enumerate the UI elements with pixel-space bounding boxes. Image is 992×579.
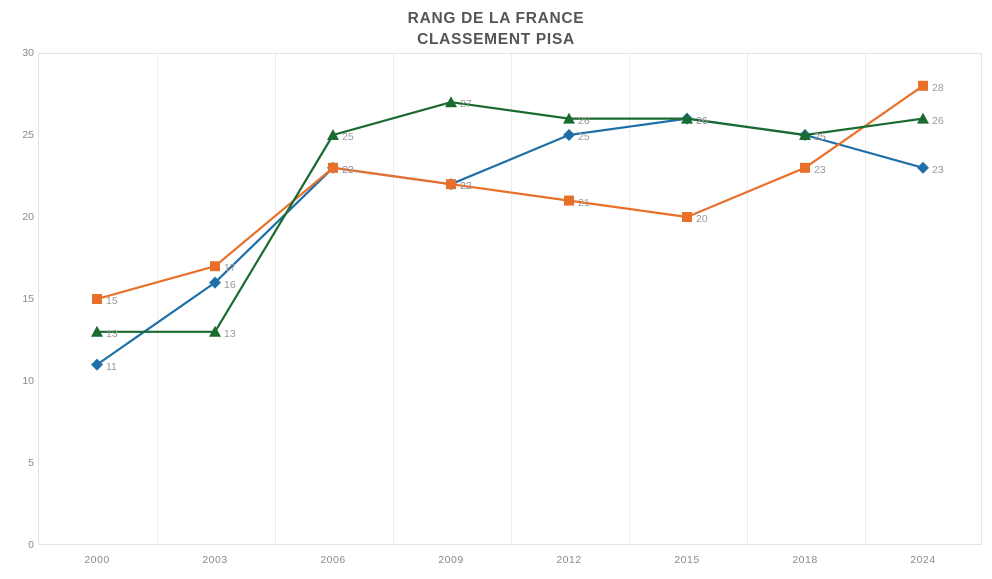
gridline-vertical — [157, 54, 158, 544]
data-point-label: 26 — [932, 114, 944, 127]
data-point-label: 23 — [814, 163, 826, 176]
y-axis-ticks: 0 5 10 15 20 25 30 — [0, 47, 34, 551]
data-point-label: 20 — [696, 213, 708, 225]
data-point-label: 13 — [106, 327, 118, 340]
gridline-vertical — [865, 54, 866, 544]
x-axis-tick-label: 2018 — [792, 554, 818, 566]
y-axis-tick-label: 0 — [28, 539, 34, 551]
x-axis-tick-label: 2009 — [438, 554, 464, 566]
gridline-vertical — [747, 54, 748, 544]
data-point-label: 25 — [814, 131, 826, 143]
gridline-vertical — [275, 54, 276, 544]
gridline-vertical — [629, 54, 630, 544]
y-axis-tick-label: 25 — [22, 129, 34, 141]
data-point-label: 25 — [342, 131, 354, 143]
page-title: RANG DE LA FRANCE — [407, 10, 585, 27]
data-point-label: 11 — [106, 360, 117, 373]
y-axis-tick-label: 15 — [22, 293, 34, 305]
chart-subtitle: CLASSEMENT PISA — [417, 31, 575, 48]
x-axis-tick-label: 2003 — [202, 554, 228, 566]
gridline-vertical — [511, 54, 512, 544]
data-point-label: 23 — [932, 163, 944, 176]
plot-area — [38, 53, 982, 545]
data-point-label: 27 — [460, 98, 472, 111]
gridline-vertical — [393, 54, 394, 544]
y-axis-tick-label: 5 — [28, 457, 34, 469]
data-point-label: 25 — [814, 131, 826, 143]
x-axis-tick-label: 2000 — [84, 554, 110, 566]
x-axis-tick-label: 2012 — [556, 554, 582, 566]
x-axis-tick-label: 2024 — [910, 554, 936, 566]
y-axis-tick-label: 10 — [22, 375, 34, 387]
data-point-label: 25 — [578, 131, 590, 143]
data-point-label: 17 — [224, 262, 236, 275]
data-point-label: 26 — [578, 114, 590, 127]
data-point-label: 22 — [460, 180, 472, 193]
y-axis-tick-label: 30 — [22, 47, 34, 59]
data-point-label: 13 — [224, 327, 236, 340]
y-axis-tick-label: 20 — [22, 211, 34, 223]
data-point-label: 26 — [696, 114, 708, 127]
data-point-label: 23 — [342, 163, 354, 176]
chart-title-block: RANG DE LA FRANCE CLASSEMENT PISA — [0, 8, 992, 50]
x-axis-tick-label: 2015 — [674, 554, 700, 566]
x-axis-tick-label: 2006 — [320, 554, 346, 566]
data-point-label: 23 — [342, 163, 354, 176]
data-point-label: 26 — [696, 114, 708, 127]
data-point-label: 22 — [460, 180, 472, 193]
data-point-label: 15 — [106, 295, 118, 307]
data-point-label: 28 — [932, 81, 944, 94]
data-point-label: 16 — [224, 278, 236, 291]
data-point-label: 21 — [578, 196, 590, 209]
